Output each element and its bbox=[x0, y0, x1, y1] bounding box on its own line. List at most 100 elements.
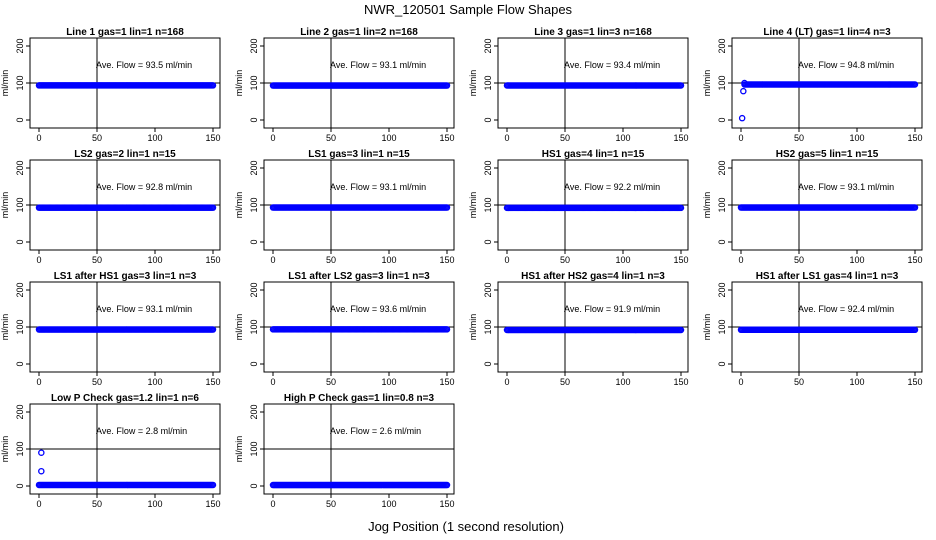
average-flow-annotation: Ave. Flow = 2.6 ml/min bbox=[330, 426, 421, 436]
average-flow-annotation: Ave. Flow = 91.9 ml/min bbox=[564, 304, 660, 314]
y-tick-label: 0 bbox=[15, 239, 25, 244]
outlier-point bbox=[38, 449, 45, 456]
panel-7: HS1 gas=4 lin=1 n=15 0 50 100 150 0 100 200 ml/m… bbox=[468, 149, 689, 265]
x-tick-label: 150 bbox=[673, 255, 688, 265]
data-point bbox=[677, 204, 685, 212]
y-axis-label: ml/min bbox=[0, 314, 10, 341]
panel-title: LS2 gas=2 lin=1 n=15 bbox=[74, 149, 176, 160]
x-tick-label: 100 bbox=[381, 133, 396, 143]
x-tick-label: 100 bbox=[147, 255, 162, 265]
x-tick-label: 150 bbox=[907, 133, 922, 143]
y-tick-label: 100 bbox=[483, 75, 493, 90]
y-tick-label: 200 bbox=[717, 282, 727, 297]
x-tick-label: 50 bbox=[794, 133, 804, 143]
panels-group: Line 1 gas=1 lin=1 n=168 0 50 100 150 0 100 200… bbox=[0, 27, 923, 509]
x-tick-label: 50 bbox=[326, 255, 336, 265]
average-flow-annotation: Ave. Flow = 94.8 ml/min bbox=[798, 60, 894, 70]
y-tick-label: 100 bbox=[249, 441, 259, 456]
y-axis-label: ml/min bbox=[702, 70, 712, 97]
y-tick-label: 100 bbox=[483, 197, 493, 212]
x-tick-label: 50 bbox=[92, 255, 102, 265]
y-tick-label: 0 bbox=[483, 239, 493, 244]
y-axis-label: ml/min bbox=[0, 436, 10, 463]
y-tick-label: 100 bbox=[15, 75, 25, 90]
x-tick-label: 0 bbox=[270, 255, 275, 265]
y-tick-label: 100 bbox=[15, 319, 25, 334]
y-axis-label: ml/min bbox=[0, 70, 10, 97]
x-tick-label: 0 bbox=[270, 133, 275, 143]
y-axis-label: ml/min bbox=[468, 314, 478, 341]
panel-2: Line 2 gas=1 lin=2 n=168 0 50 100 150 0 100 200… bbox=[234, 27, 455, 143]
average-flow-annotation: Ave. Flow = 93.5 ml/min bbox=[96, 60, 192, 70]
data-point bbox=[443, 481, 451, 489]
y-tick-label: 0 bbox=[717, 361, 727, 366]
y-tick-label: 200 bbox=[717, 160, 727, 175]
x-tick-label: 0 bbox=[270, 377, 275, 387]
y-tick-label: 200 bbox=[15, 160, 25, 175]
outlier-point bbox=[738, 114, 746, 122]
data-point bbox=[209, 481, 217, 489]
panel-12: HS1 after LS1 gas=4 lin=1 n=3 0 50 100 150 0 1… bbox=[702, 271, 923, 387]
y-tick-label: 100 bbox=[483, 319, 493, 334]
average-flow-annotation: Ave. Flow = 93.1 ml/min bbox=[330, 182, 426, 192]
average-flow-annotation: Ave. Flow = 2.8 ml/min bbox=[96, 426, 187, 436]
y-tick-label: 200 bbox=[15, 38, 25, 53]
panel-3: Line 3 gas=1 lin=3 n=168 0 50 100 150 0 100 200… bbox=[468, 27, 689, 143]
data-series bbox=[738, 79, 919, 122]
data-point bbox=[209, 204, 217, 211]
data-point bbox=[443, 204, 451, 211]
y-tick-label: 0 bbox=[15, 361, 25, 366]
x-tick-label: 150 bbox=[439, 499, 454, 509]
x-tick-label: 0 bbox=[36, 255, 41, 265]
x-tick-label: 50 bbox=[794, 255, 804, 265]
y-tick-label: 0 bbox=[15, 483, 25, 488]
x-tick-label: 0 bbox=[738, 255, 743, 265]
panel-title: HS1 after LS1 gas=4 lin=1 n=3 bbox=[756, 271, 899, 282]
x-tick-label: 150 bbox=[439, 377, 454, 387]
panel-title: Line 3 gas=1 lin=3 n=168 bbox=[534, 27, 652, 38]
panel-6: LS1 gas=3 lin=1 n=15 0 50 100 150 0 100 200 ml/m… bbox=[234, 149, 455, 265]
panel-title: Low P Check gas=1.2 lin=1 n=6 bbox=[51, 393, 199, 404]
y-tick-label: 200 bbox=[483, 160, 493, 175]
data-point bbox=[443, 82, 451, 89]
y-tick-label: 200 bbox=[15, 282, 25, 297]
y-axis-label: ml/min bbox=[702, 314, 712, 341]
y-tick-label: 100 bbox=[249, 197, 259, 212]
y-tick-label: 200 bbox=[717, 38, 727, 53]
panel-title: High P Check gas=1 lin=0.8 n=3 bbox=[284, 393, 435, 404]
data-point bbox=[911, 326, 919, 334]
outlier-point bbox=[741, 79, 748, 87]
x-tick-label: 100 bbox=[849, 255, 864, 265]
x-tick-label: 150 bbox=[673, 133, 688, 143]
y-tick-label: 100 bbox=[717, 319, 727, 334]
outlier-point bbox=[740, 87, 747, 95]
average-flow-annotation: Ave. Flow = 93.1 ml/min bbox=[330, 60, 426, 70]
x-tick-label: 150 bbox=[205, 377, 220, 387]
average-flow-annotation: Ave. Flow = 92.2 ml/min bbox=[564, 182, 660, 192]
data-point bbox=[209, 326, 217, 333]
panel-title: LS1 after LS2 gas=3 lin=1 n=3 bbox=[288, 271, 430, 282]
data-series bbox=[269, 326, 451, 333]
average-flow-annotation: Ave. Flow = 93.6 ml/min bbox=[330, 304, 426, 314]
y-tick-label: 100 bbox=[717, 75, 727, 90]
x-tick-label: 150 bbox=[439, 255, 454, 265]
panel-14: High P Check gas=1 lin=0.8 n=3 0 50 100 150 0… bbox=[234, 393, 455, 509]
y-tick-label: 100 bbox=[249, 75, 259, 90]
y-tick-label: 200 bbox=[249, 404, 259, 419]
x-tick-label: 150 bbox=[907, 255, 922, 265]
data-series bbox=[35, 204, 217, 211]
y-tick-label: 0 bbox=[249, 361, 259, 366]
x-tick-label: 150 bbox=[907, 377, 922, 387]
x-tick-label: 50 bbox=[326, 499, 336, 509]
x-tick-label: 50 bbox=[560, 377, 570, 387]
y-axis-label: ml/min bbox=[234, 436, 244, 463]
y-tick-label: 0 bbox=[249, 483, 259, 488]
x-tick-label: 150 bbox=[673, 377, 688, 387]
y-axis-label: ml/min bbox=[0, 192, 10, 219]
data-series bbox=[503, 204, 685, 212]
panel-9: LS1 after HS1 gas=3 lin=1 n=3 0 50 100 150 0 1… bbox=[0, 271, 221, 387]
x-tick-label: 100 bbox=[615, 133, 630, 143]
x-tick-label: 100 bbox=[849, 377, 864, 387]
outlier-point bbox=[38, 467, 45, 475]
